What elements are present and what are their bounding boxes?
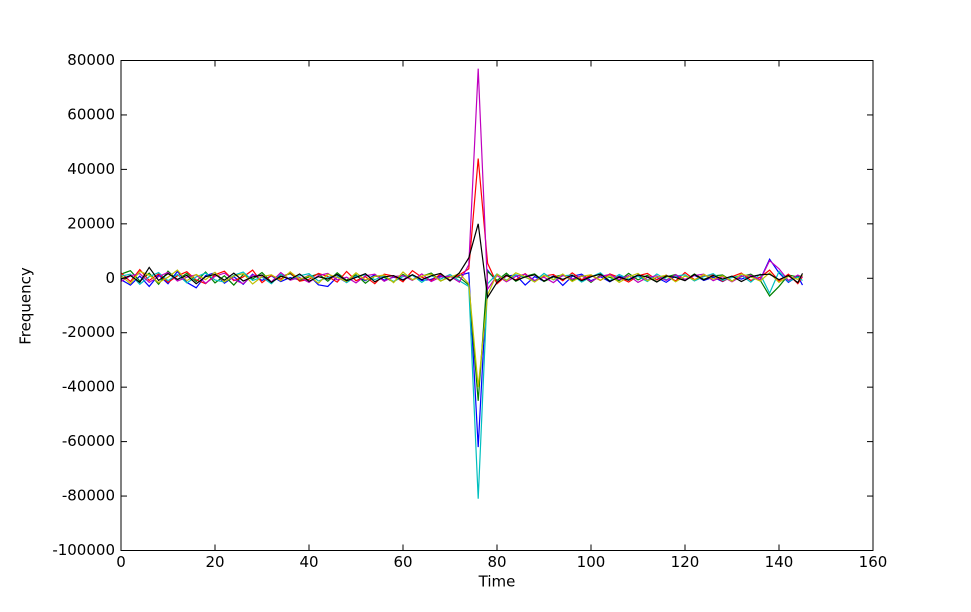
y-tick-label: -40000: [62, 378, 115, 396]
x-tick-label: 0: [116, 553, 126, 571]
x-tick-label: 60: [393, 553, 412, 571]
data-line: [121, 270, 803, 499]
data-line: [121, 223, 804, 300]
x-tick-label: 20: [205, 553, 224, 571]
x-tick-label: 140: [765, 553, 794, 571]
y-axis-label: Frequency: [17, 267, 35, 345]
y-tick-label: -60000: [62, 432, 115, 450]
y-tick-label: -80000: [62, 487, 115, 505]
x-axis-label: Time: [478, 573, 516, 591]
y-tick-label: 80000: [67, 51, 115, 69]
y-tick-label: -20000: [62, 323, 115, 341]
x-tick-label: 120: [671, 553, 700, 571]
x-tick-label: 160: [859, 553, 888, 571]
data-line: [121, 269, 803, 388]
data-line: [121, 258, 804, 448]
y-tick-label: 20000: [67, 214, 115, 232]
x-tick-label: 40: [299, 553, 318, 571]
y-tick-label: 0: [105, 269, 115, 287]
y-tick-label: 40000: [67, 160, 115, 178]
y-tick-label: -100000: [52, 541, 115, 559]
x-tick-label: 80: [487, 553, 506, 571]
data-line: [121, 269, 803, 401]
axes-frame: [120, 60, 874, 551]
y-tick-label: 60000: [67, 105, 115, 123]
data-line: [121, 68, 803, 291]
plot-area: [121, 68, 804, 499]
x-tick-label: 100: [577, 553, 606, 571]
data-line: [121, 158, 803, 285]
